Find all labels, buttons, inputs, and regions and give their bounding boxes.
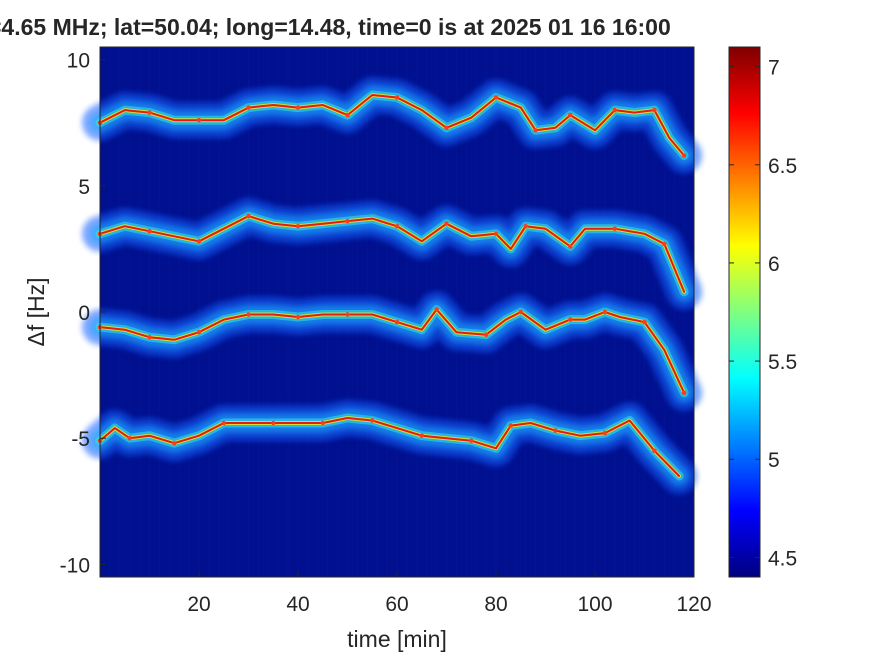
- trace-point: [493, 95, 499, 100]
- trace-point: [523, 224, 528, 229]
- trace-point: [394, 95, 400, 100]
- x-tick-label: 20: [187, 593, 210, 616]
- trace-point: [320, 420, 325, 426]
- x-tick-label: 100: [577, 593, 612, 616]
- trace-point: [568, 317, 573, 322]
- colorbar-tick-label: 6: [768, 253, 780, 276]
- chart-title-text: =4.65 MHz; lat=50.04; long=14.48, time=0…: [0, 14, 671, 40]
- y-tick-label: -10: [60, 554, 90, 577]
- trace-point: [271, 420, 276, 426]
- trace-point: [394, 224, 400, 229]
- trace-core-red: [99, 308, 686, 394]
- trace-point: [127, 436, 132, 441]
- y-axis-label: Δf [Hz]: [23, 277, 49, 346]
- chart-title: =4.65 MHz; lat=50.04; long=14.48, time=0…: [0, 14, 875, 44]
- trace-point: [553, 428, 558, 433]
- trace-point: [246, 105, 251, 110]
- trace-point: [172, 441, 177, 446]
- trace-point: [602, 309, 608, 315]
- trace-point: [681, 390, 687, 395]
- colorbar: 4.5 5 5.5 6 6.5 7: [728, 46, 797, 578]
- trace-point: [533, 128, 538, 133]
- trace-point: [662, 241, 667, 247]
- trace-point: [508, 423, 513, 428]
- y-tick-label: 10: [67, 50, 90, 73]
- y-tick-label: 0: [78, 302, 90, 325]
- trace-1: [82, 77, 703, 174]
- colorbar-frame: [728, 46, 761, 578]
- trace-point: [295, 105, 301, 110]
- y-tick-label: -5: [71, 428, 90, 451]
- trace-core-red: [99, 215, 686, 293]
- trace-point: [469, 438, 474, 443]
- plot-area: [82, 46, 703, 578]
- trace-point: [642, 319, 647, 325]
- trace-point: [246, 312, 251, 317]
- trace-point: [147, 335, 152, 340]
- trace-point: [483, 332, 489, 337]
- colorbar-gradient: [729, 47, 760, 577]
- trace-point: [196, 330, 202, 335]
- trace-point: [370, 418, 375, 423]
- trace-core-red: [99, 417, 681, 477]
- trace-point: [345, 218, 350, 224]
- trace-3: [82, 291, 703, 411]
- x-axis-label: time [min]: [347, 626, 447, 652]
- x-tick-label: 40: [286, 593, 309, 616]
- trace-point: [345, 112, 350, 118]
- trace-point: [444, 125, 449, 130]
- trace-point: [493, 231, 499, 236]
- trace-point: [295, 314, 301, 320]
- colorbar-tick-label: 6.5: [768, 155, 797, 178]
- trace-point: [196, 118, 202, 123]
- trace-point: [602, 430, 608, 436]
- colorbar-tick-label: 4.5: [768, 547, 797, 570]
- trace-4: [82, 400, 698, 494]
- trace-point: [681, 153, 687, 158]
- trace-point: [612, 226, 617, 231]
- trace-point: [345, 312, 350, 317]
- colorbar-tick-label: 5.5: [768, 351, 797, 374]
- trace-point: [568, 244, 573, 249]
- trace-point: [444, 221, 449, 226]
- trace-point: [246, 213, 251, 219]
- trace-point: [434, 307, 439, 312]
- trace-point: [652, 107, 657, 113]
- x-tick-label: 80: [484, 593, 507, 616]
- x-tick-label: 60: [385, 593, 408, 616]
- trace-point: [394, 319, 400, 325]
- trace-point: [221, 420, 226, 426]
- trace-core-red: [99, 94, 686, 157]
- x-tick-label: 120: [676, 593, 711, 616]
- trace-2: [82, 198, 703, 310]
- trace-point: [419, 433, 424, 438]
- trace-point: [147, 110, 152, 115]
- trace-point: [568, 112, 573, 118]
- trace-point: [295, 224, 301, 229]
- colorbar-tick-label: 5: [768, 449, 780, 472]
- axes: 20 40 60 80 100 120 10 5 0 -5 -10 time [min] Δf [Hz]: [23, 50, 712, 652]
- y-tick-label: 5: [78, 176, 90, 199]
- trace-point: [147, 229, 152, 234]
- trace-point: [612, 107, 617, 113]
- trace-point: [196, 239, 202, 244]
- trace-point: [652, 448, 657, 453]
- trace-point: [518, 309, 523, 315]
- colorbar-tick-label: 7: [768, 57, 780, 80]
